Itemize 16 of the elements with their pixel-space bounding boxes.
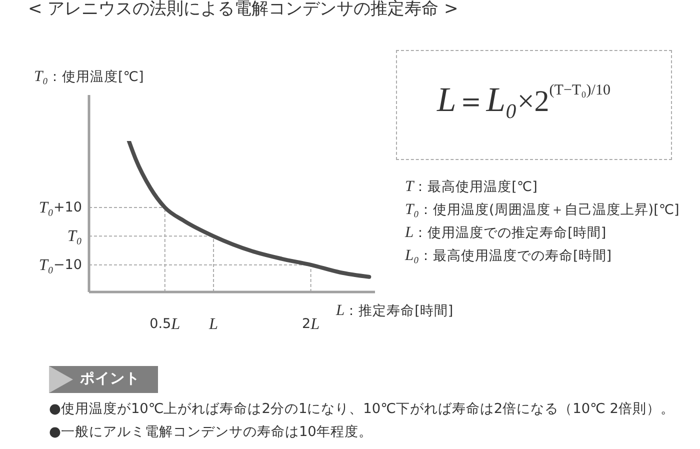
- y-axis-title: T₀：使用温度[℃]: [34, 68, 144, 85]
- x-tick-label: L: [208, 315, 218, 333]
- formula-frame: L＝L₀×2$^{(T−T₀)/10}$: [396, 50, 672, 160]
- text: L：使用温度での推定寿命[時間]: [405, 224, 606, 241]
- ref-line-label: T₀+10: [38, 198, 82, 216]
- ref-line-label: T₀−10: [38, 256, 82, 274]
- text: T：最高使用温度[℃]: [405, 178, 538, 195]
- ref-line-label: T₀: [67, 227, 82, 246]
- text: T₀：使用温度(周囲温度＋自己温度上昇)[℃]: [405, 201, 680, 218]
- x-tick-label: 0.5L: [150, 315, 180, 333]
- x-tick-label: 2L: [302, 315, 320, 333]
- heading-tag: ポイント: [49, 366, 158, 393]
- text: ●一般にアルミ電解コンデンサの寿命は10年程度。: [49, 424, 372, 440]
- text: L₀：最高使用温度での寿命[時間]: [405, 247, 612, 264]
- x-axis-title: L：推定寿命[時間]: [336, 302, 454, 319]
- text: ●使用温度が10℃上がれば寿命は2分の1になり、10℃下がれば寿命は2倍になる（10℃ 2倍則）。: [49, 401, 674, 417]
